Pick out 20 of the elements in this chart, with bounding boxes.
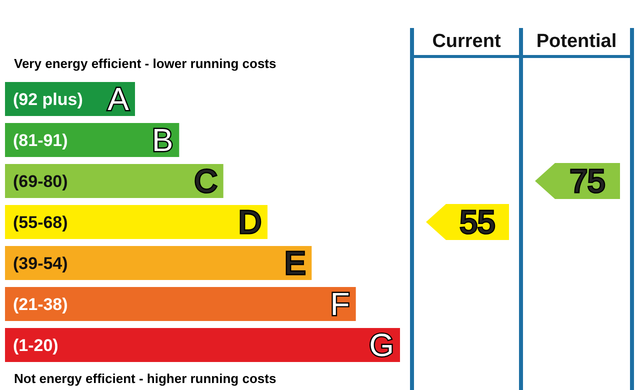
text: F [330,286,350,322]
category-label: (81-91) [13,131,68,150]
text: Very energy efficient - lower running costs [14,56,276,71]
data-label: 55 [460,204,496,240]
category-label: (69-80) [13,172,68,191]
category-label: (55-68) [13,213,68,232]
text: A [108,81,129,117]
text: E [284,245,306,281]
text: Current [432,31,502,52]
data-label: 75 [570,163,606,199]
text: G [369,327,394,363]
category-label: (1-20) [13,336,58,355]
text: Not energy efficient - higher running costs [14,371,276,386]
category-label: (21-38) [13,295,68,314]
category-label: (39-54) [13,254,68,273]
text: C [194,163,218,199]
text: Potential [536,31,617,52]
category-label: (92 plus) [13,90,83,109]
text: B [152,122,174,158]
text: D [238,204,262,240]
